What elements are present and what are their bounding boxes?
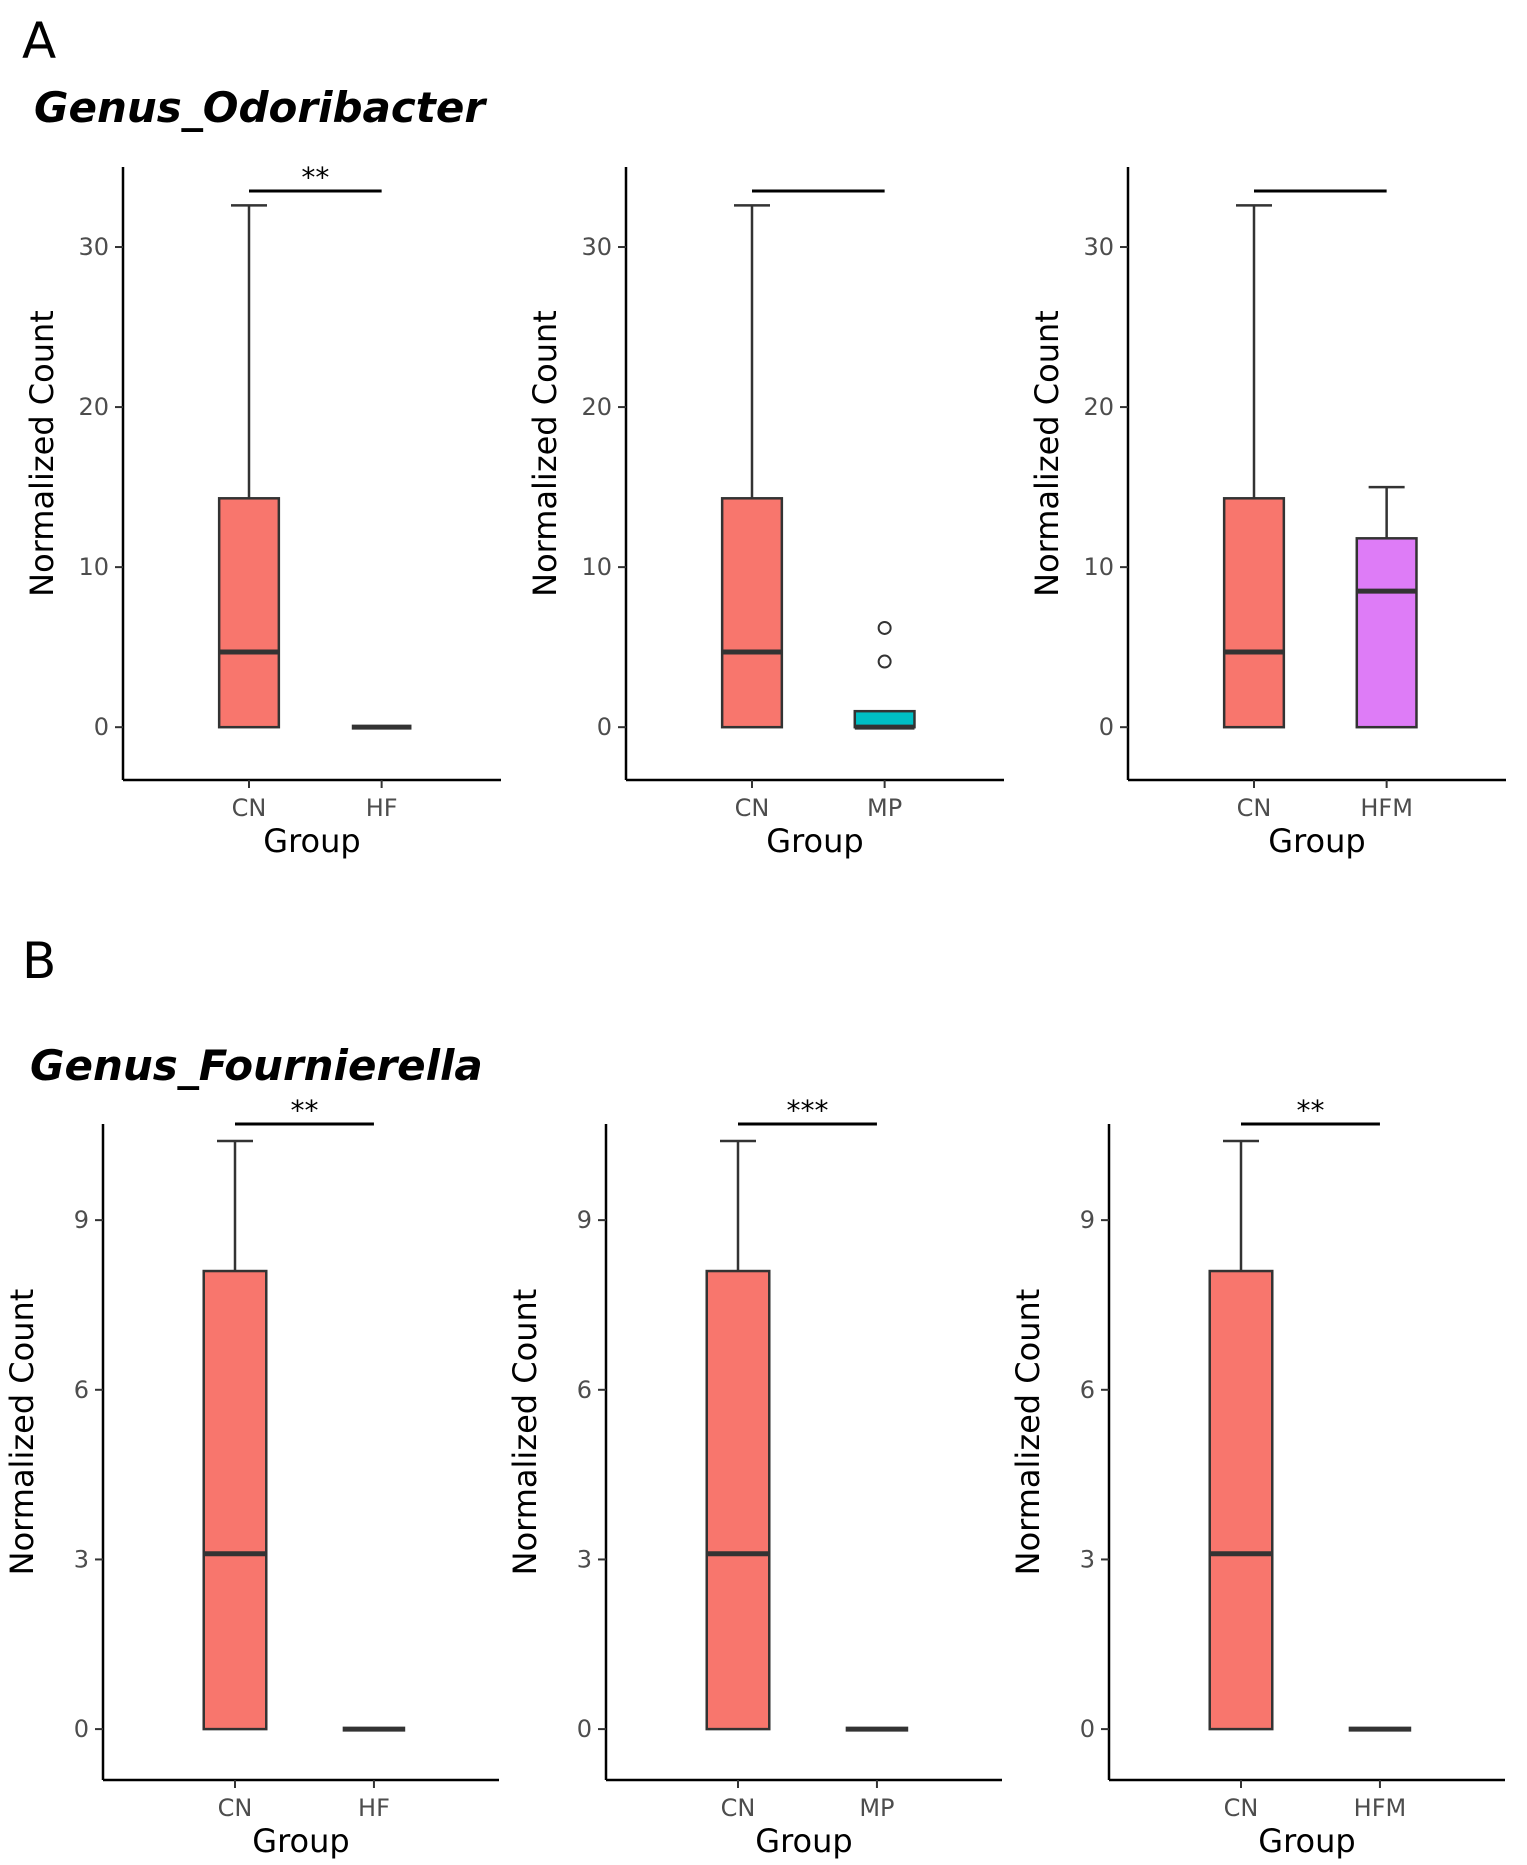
y-tick-label: 9: [1080, 1206, 1095, 1234]
x-tick-label: HFM: [1354, 1794, 1407, 1822]
x-tick-label: CN: [1224, 1794, 1259, 1822]
x-tick-label: CN: [1237, 794, 1272, 822]
x-tick-label: CN: [721, 1794, 756, 1822]
x-tick-label: CN: [218, 1794, 253, 1822]
x-tick-label: MP: [867, 794, 902, 822]
x-tick-label: HF: [358, 1794, 390, 1822]
y-tick-label: 20: [581, 393, 612, 421]
box-cn: [217, 204, 281, 729]
y-tick-label: 6: [74, 1376, 89, 1404]
box-mp: [853, 620, 916, 730]
y-tick-label: 6: [1080, 1376, 1095, 1404]
box-cn: [1208, 1139, 1274, 1731]
y-tick-label: 30: [1083, 233, 1114, 261]
significance-label: **: [1296, 1094, 1324, 1127]
box-rect: [705, 1269, 771, 1731]
panel-letter-b: B: [22, 932, 56, 990]
y-tick-label: 9: [74, 1206, 89, 1234]
y-tick-label: 10: [1083, 553, 1114, 581]
y-tick-label: 0: [577, 1715, 592, 1743]
x-tick-label: HF: [366, 794, 398, 822]
x-axis-title: Group: [263, 822, 360, 860]
y-tick-label: 6: [577, 1376, 592, 1404]
y-axis-title: Normalized Count: [3, 1289, 41, 1576]
box-cn: [1222, 204, 1286, 729]
box-cn: [705, 1139, 771, 1731]
x-tick-label: HFM: [1360, 794, 1413, 822]
box-hfm: [1355, 485, 1418, 729]
y-tick-label: 3: [74, 1545, 89, 1573]
x-tick-label: CN: [735, 794, 770, 822]
box-rect: [720, 497, 784, 729]
y-tick-label: 0: [94, 713, 109, 741]
y-tick-label: 0: [1080, 1715, 1095, 1743]
chart-1-0: 0 3 6 9 CN HF Group Normalized Count **: [3, 1094, 499, 1860]
outlier-point: [877, 620, 892, 635]
genus-title-a: Genus_Odoribacter: [34, 83, 487, 132]
y-axis-title: Normalized Count: [23, 310, 61, 597]
y-tick-label: 20: [78, 393, 109, 421]
y-tick-label: 30: [78, 233, 109, 261]
y-tick-label: 3: [1080, 1545, 1095, 1573]
x-axis-title: Group: [766, 822, 863, 860]
y-tick-label: 30: [581, 233, 612, 261]
y-axis-title: Normalized Count: [1028, 310, 1066, 597]
panel-letter-a: A: [22, 12, 56, 70]
genus-title-b: Genus_Fournierella: [30, 1041, 483, 1090]
x-axis-title: Group: [1258, 1822, 1355, 1860]
y-tick-label: 3: [577, 1545, 592, 1573]
box-rect: [1208, 1269, 1274, 1731]
box-rect: [217, 497, 281, 729]
y-axis-title: Normalized Count: [1009, 1289, 1047, 1576]
significance-label: ***: [786, 1094, 828, 1127]
y-tick-label: 9: [577, 1206, 592, 1234]
box-rect: [202, 1269, 268, 1731]
y-tick-label: 0: [74, 1715, 89, 1743]
y-tick-label: 0: [597, 713, 612, 741]
significance-label: **: [290, 1094, 318, 1127]
box-cn: [202, 1139, 268, 1731]
y-axis-title: Normalized Count: [506, 1289, 544, 1576]
y-tick-label: 0: [1099, 713, 1114, 741]
significance-label: **: [301, 161, 329, 194]
box-rect: [1222, 497, 1286, 729]
x-tick-label: CN: [232, 794, 267, 822]
y-axis-title: Normalized Count: [526, 310, 564, 597]
box-cn: [720, 204, 784, 729]
box-rect: [1355, 537, 1418, 729]
outlier-point: [877, 654, 892, 669]
x-axis-title: Group: [1268, 822, 1365, 860]
y-tick-label: 20: [1083, 393, 1114, 421]
x-axis-title: Group: [755, 1822, 852, 1860]
y-tick-label: 10: [78, 553, 109, 581]
y-tick-label: 10: [581, 553, 612, 581]
x-tick-label: MP: [859, 1794, 894, 1822]
x-axis-title: Group: [252, 1822, 349, 1860]
